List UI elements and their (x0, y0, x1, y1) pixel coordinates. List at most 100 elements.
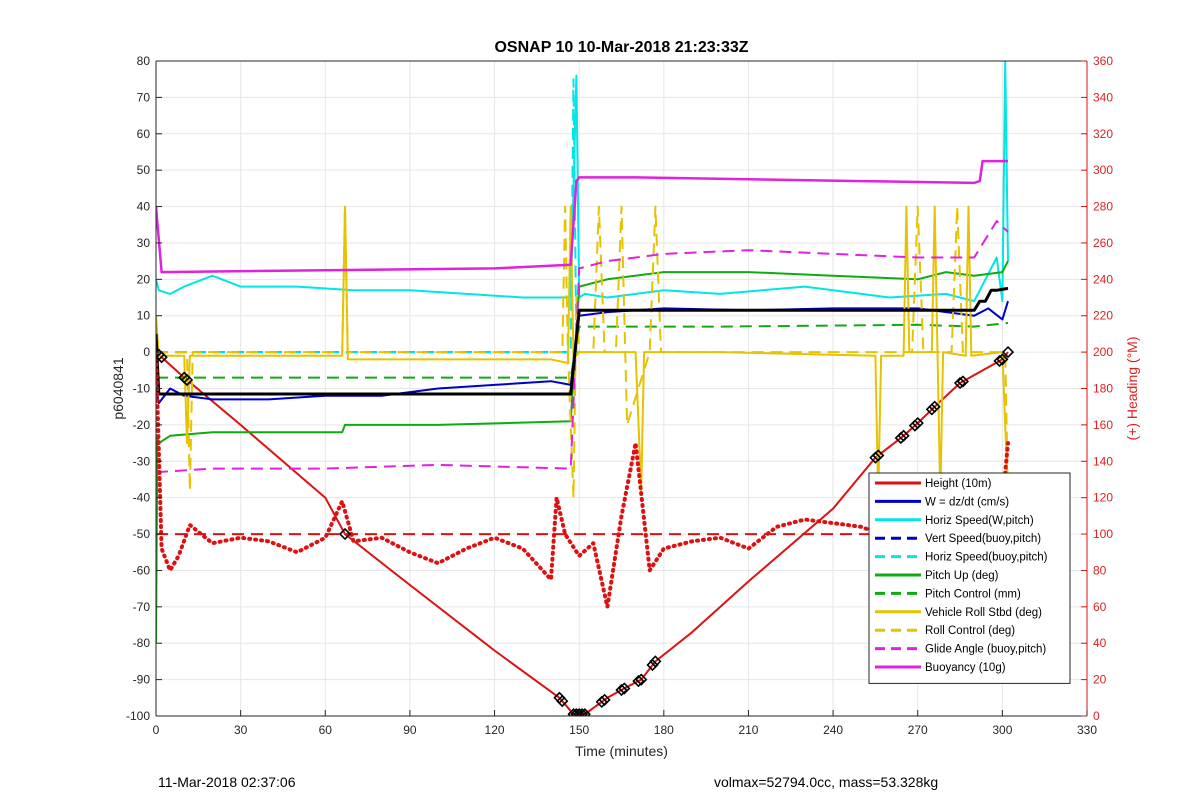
y-tick-label: -20 (133, 418, 151, 432)
footer-stats: volmax=52794.0cc, mass=53.328kg (714, 774, 939, 790)
series-line-12 (156, 350, 1010, 609)
y2-tick-label: 20 (1093, 673, 1107, 687)
y-tick-label: -70 (133, 600, 151, 614)
y-tick-label: 20 (137, 272, 151, 286)
y2-tick-label: 360 (1093, 54, 1113, 68)
y-tick-label: -40 (133, 491, 151, 505)
series-line-8 (156, 205, 1009, 499)
y2-tick-label: 340 (1093, 90, 1113, 104)
y-tick-label: 70 (137, 90, 151, 104)
height-marker (928, 400, 941, 413)
x-tick-label: 120 (485, 723, 505, 737)
height-marker (632, 674, 645, 688)
height-marker (869, 451, 882, 464)
legend-label-1: W = dz/dt (cm/s) (925, 496, 1009, 508)
height-marker (598, 693, 611, 706)
y-tick-label: -10 (133, 382, 151, 396)
height-marker (911, 416, 924, 430)
y-tick-label: 60 (137, 127, 151, 141)
x-tick-label: 30 (234, 723, 248, 737)
legend-label-6: Pitch Control (mm) (925, 588, 1021, 600)
series-line-7 (156, 205, 1009, 499)
y-tick-label: -50 (133, 527, 151, 541)
y-tick-label: -90 (133, 673, 151, 687)
y-tick-label: 40 (137, 200, 151, 214)
x-tick-label: 0 (153, 723, 160, 737)
height-marker (556, 694, 569, 708)
y-tick-label: 10 (137, 309, 151, 323)
y2-tick-label: 200 (1093, 345, 1113, 359)
height-marker (578, 708, 591, 716)
y2-axis-label: (+) Heading (°M) (1124, 336, 1140, 440)
height-marker (618, 682, 631, 695)
height-marker (615, 683, 628, 697)
series-line-1 (156, 300, 1009, 405)
y-tick-label: -80 (133, 636, 151, 650)
height-marker (595, 695, 608, 709)
x-tick-label: 90 (403, 723, 417, 737)
x-tick-label: 270 (908, 723, 928, 737)
x-axis-label: Time (minutes) (575, 743, 668, 759)
height-marker (953, 376, 967, 390)
height-marker (993, 354, 1006, 368)
y2-tick-label: 320 (1093, 127, 1113, 141)
x-tick-label: 240 (823, 723, 843, 737)
y2-tick-label: 180 (1093, 382, 1113, 396)
y2-tick-label: 60 (1093, 600, 1107, 614)
y2-tick-label: 140 (1093, 454, 1113, 468)
y2-tick-label: 120 (1093, 491, 1113, 505)
x-tick-label: 210 (738, 723, 758, 737)
height-marker (575, 708, 589, 716)
y-axis-label: p6040841 (110, 357, 126, 420)
legend-box (868, 472, 1071, 684)
x-tick-label: 330 (1077, 723, 1097, 737)
height-marker (635, 673, 648, 686)
y2-tick-label: 300 (1093, 163, 1113, 177)
y-tick-label: -60 (133, 563, 151, 577)
height-marker (649, 655, 662, 668)
height-marker (925, 403, 938, 416)
height-marker (338, 527, 352, 541)
y-tick-label: 50 (137, 163, 151, 177)
y2-tick-label: 160 (1093, 418, 1113, 432)
legend-label-0: Height (10m) (925, 478, 992, 490)
y2-tick-label: 220 (1093, 309, 1113, 323)
x-tick-label: 180 (654, 723, 674, 737)
height-marker (908, 419, 922, 432)
x-tick-label: 60 (319, 723, 333, 737)
y-tick-label: -30 (133, 454, 151, 468)
series-line-4 (156, 78, 580, 354)
y2-tick-label: 100 (1093, 527, 1113, 541)
legend-label-4: Horiz Speed(buoy,pitch) (925, 552, 1048, 564)
y2-tick-label: 240 (1093, 272, 1113, 286)
legend-label-2: Horiz Speed(W,pitch) (925, 515, 1034, 527)
series-group (156, 61, 1015, 716)
legend-label-8: Roll Control (deg) (925, 625, 1015, 637)
chart-title: OSNAP 10 10-Mar-2018 21:23:33Z (494, 39, 748, 56)
y2-tick-label: 80 (1093, 563, 1107, 577)
series-line-10 (156, 159, 1008, 274)
height-marker (180, 373, 194, 387)
x-tick-label: 300 (992, 723, 1012, 737)
y2-tick-label: 40 (1093, 636, 1107, 650)
series-line-9 (156, 220, 1009, 474)
y2-tick-label: 280 (1093, 200, 1113, 214)
y-tick-label: -100 (126, 709, 150, 723)
y2-tick-label: 0 (1093, 709, 1100, 723)
height-marker (646, 658, 659, 672)
height-marker (872, 449, 885, 462)
legend-label-9: Glide Angle (buoy,pitch) (925, 644, 1046, 656)
legend-label-10: Buoyancy (10g) (925, 662, 1006, 674)
height-marker (897, 429, 910, 442)
height-marker (956, 375, 969, 388)
x-tick-label: 150 (569, 723, 589, 737)
series-line-11 (156, 286, 1009, 396)
footer-timestamp: 11-Mar-2018 02:37:06 (158, 774, 296, 790)
y-tick-label: 0 (143, 345, 150, 359)
legend-label-5: Pitch Up (deg) (925, 570, 999, 582)
y-tick-label: 80 (137, 54, 151, 68)
height-marker (996, 353, 1009, 366)
height-marker (156, 351, 168, 364)
height-marker (1001, 345, 1015, 359)
